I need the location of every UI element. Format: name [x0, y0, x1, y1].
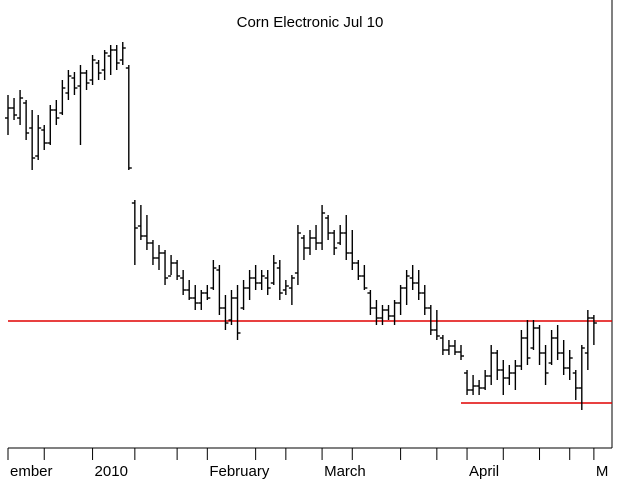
- x-tick-label: 2010: [95, 463, 128, 480]
- x-tick-label: ember: [10, 463, 53, 480]
- x-tick-label: M: [596, 463, 609, 480]
- x-tick-label: April: [469, 463, 499, 480]
- chart-title: Corn Electronic Jul 10: [237, 14, 384, 31]
- x-tick-label: February: [209, 463, 270, 480]
- x-tick-label: March: [324, 463, 366, 480]
